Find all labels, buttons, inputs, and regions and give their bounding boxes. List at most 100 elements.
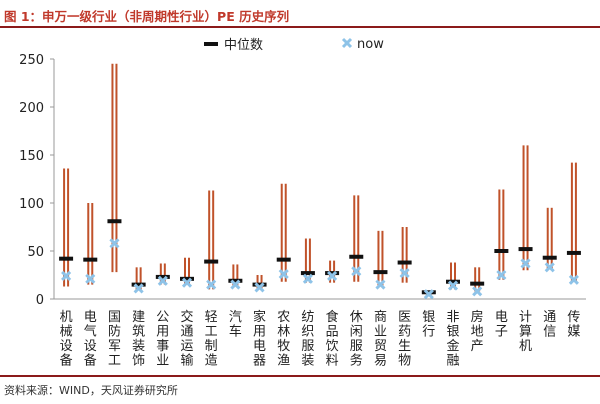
now-marker-stroke [109, 238, 120, 249]
x-tick-label: 公用事业 [156, 310, 169, 369]
x-tick-label: 电气设备 [84, 310, 97, 369]
x-tick-label: 银行 [422, 310, 435, 340]
now-marker-stroke [302, 273, 313, 284]
now-marker [254, 282, 265, 293]
now-marker-stroke [351, 266, 362, 277]
range-bar-group [470, 267, 485, 297]
x-tick-label: 交通运输 [180, 309, 193, 369]
x-tick-label: 建筑装饰 [132, 310, 145, 369]
figure-title: 图 1：申万一级行业（非周期性行业）PE 历史序列 [4, 9, 290, 24]
y-tick-label: 100 [19, 197, 44, 212]
x-tick-label: 非银金融 [446, 310, 459, 369]
now-marker [61, 270, 72, 282]
x-tick-label: 国防军工 [108, 310, 121, 369]
y-axis: 0 50 100 150 200 250 [19, 53, 586, 308]
source-rule [0, 375, 600, 377]
legend-now-label: now [357, 37, 384, 52]
y-tick-label: 0 [36, 293, 44, 308]
now-marker-stroke [375, 279, 386, 290]
now-marker [351, 266, 362, 277]
now-marker [568, 274, 579, 285]
x-tick-label: 汽车 [229, 310, 242, 340]
x-tick-label: 电子 [495, 310, 508, 340]
now-marker-stroke [230, 279, 241, 290]
now-marker [181, 277, 193, 288]
range-bar-group [252, 275, 267, 293]
now-marker-stroke [133, 283, 144, 294]
x-tick-label: 医药生物 [398, 310, 411, 369]
range-bar-group [300, 238, 315, 284]
range-bar-group [59, 168, 74, 287]
x-tick-label: 传媒 [567, 310, 580, 340]
range-bar-group [542, 207, 557, 273]
now-marker [447, 280, 459, 291]
now-marker [302, 273, 313, 284]
range-bar-group [373, 230, 388, 290]
now-marker [423, 289, 434, 300]
legend: 中位数 now [204, 37, 384, 53]
range-bar-group [349, 195, 364, 282]
now-marker-stroke [157, 275, 168, 286]
now-marker-stroke [520, 258, 531, 269]
x-tick-label: 家用电器 [253, 309, 266, 369]
now-marker [496, 269, 507, 281]
now-marker [544, 262, 555, 273]
x-tick-label: 轻工制造 [205, 310, 218, 369]
source-note: 资料来源：WIND，天风证券研究所 [4, 384, 178, 397]
now-marker [399, 268, 410, 279]
range-bar-group [83, 203, 98, 285]
now-marker-stroke [496, 269, 507, 281]
x-tick-label: 机械设备 [60, 310, 73, 369]
range-bars [59, 63, 581, 300]
now-marker [109, 238, 120, 249]
now-marker [85, 273, 96, 284]
x-tick-label: 通信 [543, 310, 556, 340]
now-marker [375, 279, 386, 290]
range-bar-group [228, 264, 243, 290]
now-marker-stroke [472, 286, 483, 297]
x-tick-label: 商业贸易 [374, 310, 387, 369]
range-bar-group [494, 189, 509, 281]
pe-range-chart: 中位数 now 0 50 100 150 200 250 机械设备电气设备国防军工建筑装饰… [19, 37, 586, 369]
now-marker-stroke [85, 273, 96, 284]
range-bar-group [131, 267, 146, 294]
x-tick-label: 休闲服务 [350, 310, 363, 369]
now-marker [133, 283, 144, 294]
y-tick-label: 50 [27, 245, 44, 260]
title-rule [0, 26, 600, 28]
x-tick-label: 农林牧渔 [277, 310, 290, 369]
now-marker-stroke [544, 262, 555, 273]
now-marker-stroke [206, 279, 217, 290]
y-tick-label: 250 [19, 53, 44, 68]
now-marker [206, 279, 217, 290]
now-marker-stroke [181, 277, 193, 288]
legend-now-marker [341, 37, 353, 49]
y-tick-label: 150 [19, 149, 44, 164]
range-bar-group [180, 257, 194, 288]
now-marker [472, 286, 483, 297]
now-marker [278, 268, 289, 280]
y-tick-label: 200 [19, 101, 44, 116]
range-bar-group [518, 145, 533, 271]
legend-median-label: 中位数 [224, 38, 263, 53]
now-marker [327, 270, 338, 282]
x-tick-label: 计算机 [519, 310, 532, 354]
now-marker [520, 258, 531, 269]
range-bar-group [204, 190, 219, 290]
x-axis-labels: 机械设备电气设备国防军工建筑装饰公用事业交通运输轻工制造汽车家用电器农林牧渔纺织… [60, 309, 581, 369]
range-bar-group [566, 162, 581, 285]
range-bar-group [421, 289, 436, 300]
range-bar-group [446, 262, 460, 291]
range-bar-group [397, 227, 412, 283]
now-marker-stroke [61, 270, 72, 282]
now-marker-stroke [399, 268, 410, 279]
range-bar-group [276, 183, 291, 282]
now-marker [230, 279, 241, 290]
now-marker-stroke [327, 270, 338, 282]
now-marker [157, 275, 168, 286]
range-bar-group [325, 260, 340, 283]
now-marker-stroke [447, 280, 459, 291]
range-bar-group [107, 63, 122, 273]
x-tick-label: 房地产 [471, 309, 484, 354]
now-marker-stroke [568, 274, 579, 285]
